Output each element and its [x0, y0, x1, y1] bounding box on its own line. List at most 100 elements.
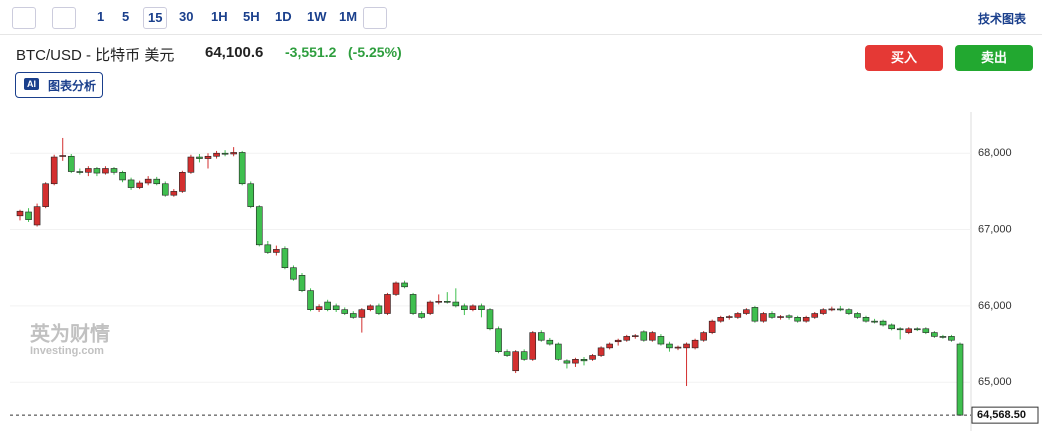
ai-analysis-button[interactable]: AI 图表分析: [15, 72, 103, 98]
interval-button[interactable]: 1: [97, 9, 105, 24]
candle-body: [597, 347, 605, 356]
candle-body: [255, 206, 263, 246]
candle-body: [418, 313, 425, 318]
candle-body: [922, 328, 930, 333]
candle-body: [486, 309, 494, 330]
candle-body: [204, 155, 212, 159]
candle-body: [683, 343, 690, 349]
candle-body: [785, 315, 793, 318]
candle-body: [110, 168, 118, 173]
interval-button[interactable]: 1W: [307, 9, 327, 24]
candle-body: [537, 332, 545, 341]
candle-body: [170, 191, 178, 196]
candle-body: [298, 275, 306, 291]
candle-body: [230, 152, 237, 155]
candle-body: [666, 343, 673, 349]
candle-body: [461, 305, 468, 310]
candle-body: [153, 178, 161, 185]
layout-icon[interactable]: [363, 7, 387, 29]
watermark-cn: 英为财情: [30, 321, 110, 345]
candle-body: [375, 305, 383, 314]
y-tick-label: 68,000: [978, 147, 1012, 159]
chart: 英为财情 Investing.com 65,000 66,000 67,000 68,…: [10, 112, 1039, 431]
candle-body: [349, 313, 357, 318]
candle-icon[interactable]: [12, 7, 36, 29]
candle-body: [315, 306, 323, 310]
candle-body: [59, 155, 67, 157]
interval-button[interactable]: 30: [179, 9, 194, 24]
candle-body: [777, 316, 784, 318]
candle-body: [555, 343, 562, 360]
candle-body: [708, 320, 716, 333]
candle-body: [794, 317, 801, 322]
candle-body: [85, 168, 92, 173]
candle-body: [384, 294, 391, 314]
ai-badge: AI: [24, 78, 39, 90]
candle-body: [435, 300, 443, 303]
sell-button[interactable]: 卖出: [955, 45, 1033, 71]
interval-button[interactable]: 1H: [211, 9, 228, 24]
interval-button[interactable]: 5H: [243, 9, 260, 24]
interval-button[interactable]: 15: [143, 7, 168, 29]
candle-body: [888, 324, 895, 330]
change: -3,551.2: [285, 44, 337, 60]
buy-button[interactable]: 买入: [865, 45, 943, 71]
line-icon[interactable]: [52, 7, 76, 29]
candle-body: [939, 336, 947, 338]
candle-body: [16, 210, 24, 217]
candle-body: [854, 313, 861, 318]
candle-body: [290, 267, 297, 280]
interval-button[interactable]: 5: [122, 9, 130, 24]
candle-body: [401, 282, 408, 288]
price: 64,100.6: [205, 44, 264, 61]
candle-body: [469, 305, 477, 310]
candle-body: [102, 168, 109, 174]
candle-body: [811, 313, 819, 318]
candle-body: [802, 317, 810, 322]
candle-body: [67, 155, 75, 172]
candle-body: [760, 313, 767, 322]
candle-body: [913, 328, 921, 331]
candle-body: [25, 211, 32, 220]
symbol: BTC/USD - 比特币 美元: [16, 47, 175, 64]
candle-body: [743, 309, 750, 314]
y-tick-label: 65,000: [978, 376, 1012, 388]
candle-body: [273, 249, 280, 253]
candle-body: [495, 328, 502, 352]
candle-body: [520, 351, 528, 360]
candle-body: [443, 300, 451, 303]
candle-body: [332, 305, 340, 310]
candle-body: [580, 359, 588, 362]
candle-body: [572, 359, 579, 364]
candle-body: [657, 336, 665, 345]
candle-body: [358, 309, 366, 318]
last-price-label: 64,568.50: [977, 409, 1026, 421]
candle-body: [264, 244, 272, 253]
y-tick-label: 66,000: [978, 300, 1012, 312]
candle-body: [623, 336, 631, 341]
candle-body: [196, 156, 203, 159]
candle-body: [341, 309, 349, 314]
analysis-label: 图表分析: [48, 79, 97, 93]
interval-button[interactable]: 1D: [275, 9, 292, 24]
candle-body: [238, 152, 246, 185]
tech-chart-link[interactable]: 技术图表: [977, 12, 1026, 26]
candle-body: [828, 308, 836, 311]
candle-body: [247, 183, 255, 207]
candle-body: [127, 179, 135, 188]
candle-body: [563, 360, 571, 364]
candle-body: [862, 317, 870, 322]
interval-button[interactable]: 1M: [339, 9, 358, 24]
candle-body: [392, 282, 400, 295]
candle-body: [478, 305, 485, 310]
candle-body: [367, 305, 374, 310]
candle-body: [896, 328, 904, 331]
candle-body: [905, 328, 913, 333]
candle-body: [42, 183, 49, 207]
last-price-box: [971, 406, 1039, 424]
candle-body: [221, 152, 229, 155]
candle-body: [691, 339, 699, 349]
toolbar: 1 5 15 30 1H 5H 1D 1W 1M 技术图表: [0, 0, 1042, 35]
y-tick-label: 67,000: [978, 223, 1012, 235]
candle-body: [179, 171, 186, 192]
